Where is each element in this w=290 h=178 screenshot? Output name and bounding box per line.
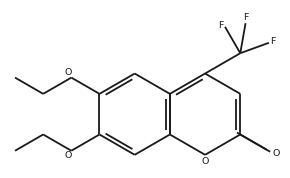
Text: F: F bbox=[271, 37, 276, 46]
Text: O: O bbox=[201, 156, 209, 166]
Text: O: O bbox=[65, 151, 72, 160]
Text: F: F bbox=[243, 13, 248, 22]
Text: F: F bbox=[218, 21, 223, 30]
Text: O: O bbox=[273, 149, 280, 158]
Text: O: O bbox=[65, 68, 72, 77]
